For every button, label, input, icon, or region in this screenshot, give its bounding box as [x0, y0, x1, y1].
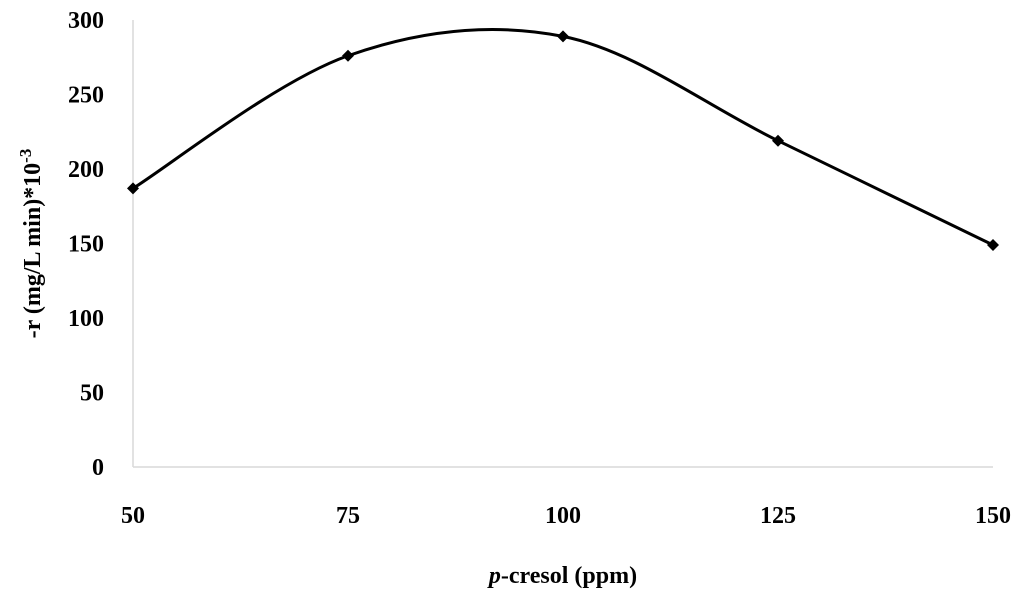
y-axis-title: -r (mg/L min)*10-3: [16, 149, 46, 339]
y-axis-title-superscript: -3: [16, 149, 35, 163]
chart-axes: [132, 20, 993, 468]
x-tick-label: 150: [975, 503, 1011, 529]
data-point-marker: [127, 182, 139, 195]
data-point-marker: [987, 238, 999, 251]
series-group: [127, 27, 999, 251]
y-tick-label: 0: [92, 455, 104, 481]
data-point-marker: [557, 30, 569, 43]
x-tick-label: 75: [336, 503, 360, 529]
y-tick-label: 150: [68, 232, 104, 258]
x-tick-label: 125: [760, 503, 796, 529]
y-tick-label: 200: [68, 157, 104, 183]
y-tick-label: 50: [80, 381, 104, 407]
y-tick-label: 100: [68, 306, 104, 332]
x-axis-title-italic: p: [487, 563, 501, 589]
y-tick-label: 300: [68, 8, 104, 34]
series-line: [132, 27, 994, 247]
data-point-marker: [772, 134, 784, 147]
y-tick-labels: 0 50 100 150 200 250 300: [68, 8, 104, 481]
y-axis-title-main: -r (mg/L min)*10: [20, 163, 46, 339]
x-tick-label: 100: [545, 503, 581, 529]
x-axis-title: p-cresol (ppm): [487, 563, 637, 589]
x-axis-title-rest: -cresol (ppm): [501, 563, 637, 589]
x-tick-label: 50: [121, 503, 145, 529]
y-tick-label: 250: [68, 83, 104, 109]
x-tick-labels: 50 75 100 125 150: [121, 503, 1011, 529]
data-point-marker: [342, 49, 354, 62]
